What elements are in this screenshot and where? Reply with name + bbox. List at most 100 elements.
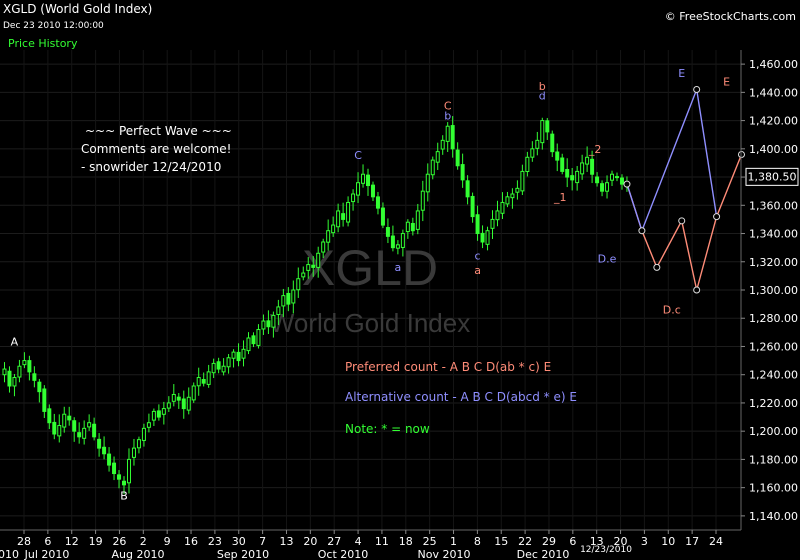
candle xyxy=(560,153,565,175)
x-month-label: 2010 xyxy=(0,548,19,560)
candle xyxy=(515,180,520,200)
candle xyxy=(42,385,47,418)
y-tick-label: 1,460.00 xyxy=(749,58,798,71)
candle-body xyxy=(136,439,141,449)
panel-label[interactable]: Price History xyxy=(8,37,78,50)
candle xyxy=(47,404,52,430)
candle-body xyxy=(495,210,500,221)
x-axis-ticks: 28 6 12 19 26 2 9 16 23 30 7 13 20 27 4 11 18 25 1 8 15 22 29 6… xyxy=(0,530,723,560)
candle-body xyxy=(206,371,211,385)
candle-body xyxy=(102,446,107,455)
wave-label: b xyxy=(539,80,546,93)
x-tick-label: 27 xyxy=(327,535,341,548)
candle-body xyxy=(390,235,395,249)
candle xyxy=(72,417,77,442)
candle xyxy=(619,174,624,190)
chart-grid xyxy=(0,50,741,530)
candle-body xyxy=(146,422,151,428)
candle xyxy=(17,359,22,383)
y-tick-label: 1,400.00 xyxy=(749,143,798,156)
candle xyxy=(246,332,251,355)
x-tick-label: 30 xyxy=(232,535,246,548)
candle-body xyxy=(366,174,371,187)
candle-body xyxy=(122,480,127,486)
watermark-name: World Gold Index xyxy=(270,308,470,338)
candle-body xyxy=(470,195,475,218)
candle xyxy=(22,352,27,369)
candle xyxy=(435,142,440,170)
candle xyxy=(306,257,311,279)
wave-label: _1 xyxy=(553,191,567,204)
candle-body xyxy=(500,201,505,214)
candle xyxy=(251,332,256,348)
candle xyxy=(430,156,435,180)
candle-body xyxy=(445,125,450,142)
candle xyxy=(480,225,485,249)
wave-label: E xyxy=(678,67,685,80)
candle-body xyxy=(241,348,246,359)
candle xyxy=(450,116,455,158)
candle xyxy=(580,154,585,180)
candle-body xyxy=(261,320,266,330)
candle xyxy=(67,406,72,426)
candle xyxy=(405,219,410,239)
candle-body xyxy=(321,241,326,253)
x-tick-label: 28 xyxy=(17,535,31,548)
candle xyxy=(261,314,266,335)
candle-body xyxy=(619,177,624,185)
candle xyxy=(92,417,97,441)
candle xyxy=(341,202,346,227)
candle xyxy=(196,367,201,396)
candle-body xyxy=(515,187,520,193)
candle xyxy=(375,191,380,215)
x-month-label: Nov 2010 xyxy=(418,548,471,560)
y-tick-label: 1,220.00 xyxy=(749,397,798,410)
x-month-label: Dec 2010 xyxy=(517,548,570,560)
candle xyxy=(281,288,286,317)
cursor-date-label: 12/23/2010 xyxy=(580,545,632,555)
candle-body xyxy=(530,148,535,158)
candle-body xyxy=(575,170,580,184)
candle-body xyxy=(246,337,251,352)
candle-body xyxy=(22,360,27,366)
candle-body xyxy=(580,162,585,175)
candle-body xyxy=(555,151,560,161)
candle-body xyxy=(475,214,480,235)
wave-label: c xyxy=(475,250,481,263)
projection-point xyxy=(638,227,646,235)
candle-body xyxy=(216,361,221,370)
candle-body xyxy=(276,306,281,315)
x-tick-label: 25 xyxy=(423,535,437,548)
candle-body xyxy=(37,381,42,393)
candle-body xyxy=(540,120,545,144)
candle-body xyxy=(610,173,615,181)
candle xyxy=(380,202,385,229)
candle xyxy=(351,189,356,211)
candle-body xyxy=(12,377,17,387)
y-tick-label: 1,240.00 xyxy=(749,369,798,382)
candle-body xyxy=(356,182,361,196)
candle-body xyxy=(131,447,136,458)
candle-body xyxy=(161,408,166,415)
candle xyxy=(490,210,495,239)
candle-body xyxy=(550,133,555,153)
candle xyxy=(131,438,136,466)
candle-body xyxy=(400,233,405,248)
candle-body xyxy=(405,221,410,233)
candle-body xyxy=(62,413,67,428)
candle-body xyxy=(231,351,236,359)
candle-body xyxy=(565,168,570,178)
candle-body xyxy=(156,410,161,418)
wave-label: C xyxy=(354,149,362,162)
candle xyxy=(530,141,535,162)
candle-body xyxy=(57,425,62,437)
candle-body xyxy=(27,360,32,373)
y-tick-label: 1,420.00 xyxy=(749,115,798,128)
candle xyxy=(321,238,326,258)
candle xyxy=(465,175,470,205)
candle-body xyxy=(181,398,186,410)
brand-logo[interactable]: © FreeStockCharts.com xyxy=(665,10,796,23)
x-tick-label: 3 xyxy=(641,535,648,548)
